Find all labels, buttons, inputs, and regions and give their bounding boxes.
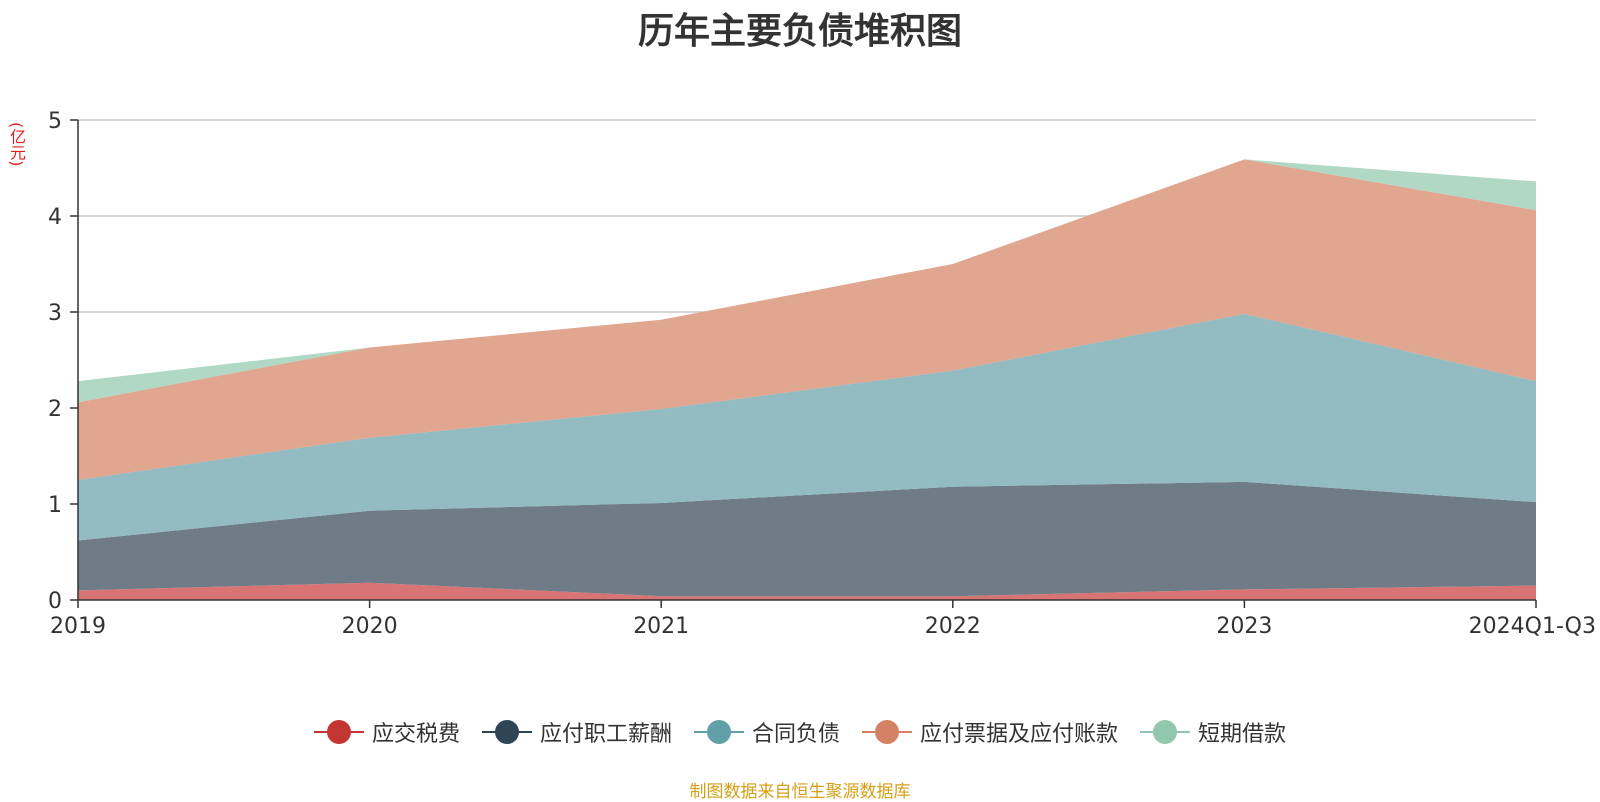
y-tick-label: 3: [48, 301, 62, 326]
x-tick-label: 2024Q1-Q3: [1469, 614, 1596, 639]
area-series-3: [78, 159, 1536, 480]
legend-label: 短期借款: [1198, 722, 1287, 747]
legend-label: 应付职工薪酬: [539, 722, 672, 747]
y-tick-label: 1: [48, 493, 62, 518]
x-tick-label: 2023: [1216, 614, 1272, 639]
stacked-areas: [78, 159, 1536, 600]
legend-marker-icon: [481, 720, 532, 744]
x-tick-label: 2019: [50, 614, 106, 639]
legend-marker-icon: [1140, 720, 1191, 744]
legend-marker-icon: [693, 720, 744, 744]
area-series-2: [78, 313, 1536, 541]
x-tick-label: 2020: [342, 614, 398, 639]
legend-item[interactable]: 合同负债: [693, 716, 840, 748]
source-note: 制图数据来自恒生聚源数据库: [689, 782, 911, 802]
legend-marker-icon: [313, 720, 364, 744]
x-tick-label: 2021: [633, 614, 689, 639]
y-tick-label: 2: [48, 397, 62, 422]
y-tick-label: 0: [48, 589, 62, 614]
area-series-1: [78, 481, 1536, 597]
y-tick-label: 4: [48, 205, 62, 230]
legend-item[interactable]: 应付职工薪酬: [481, 716, 672, 748]
x-tick-label: 2022: [925, 614, 981, 639]
legend-item[interactable]: 短期借款: [1140, 716, 1286, 748]
axes: 0 1 2 3 4 5 2019 2020 2021 2022 2023 2024Q1-Q3: [48, 109, 1596, 639]
legend-marker-icon: [862, 720, 912, 744]
legend-label: 应交税费: [371, 722, 460, 747]
legend: 应交税费 应付职工薪酬 合同负债 应付票据及应付账款 短期借款: [0, 716, 1600, 748]
area-series-0: [78, 582, 1536, 600]
legend-label: 合同负债: [751, 722, 840, 747]
legend-item[interactable]: 应交税费: [313, 716, 460, 748]
area-series-4: [78, 159, 1536, 403]
y-tick-label: 5: [48, 109, 62, 134]
chart-title: 历年主要负债堆积图: [637, 11, 962, 52]
y-axis-unit-label: (亿元): [7, 122, 26, 167]
legend-label: 应付票据及应付账款: [920, 722, 1119, 747]
legend-item[interactable]: 应付票据及应付账款: [862, 716, 1118, 748]
